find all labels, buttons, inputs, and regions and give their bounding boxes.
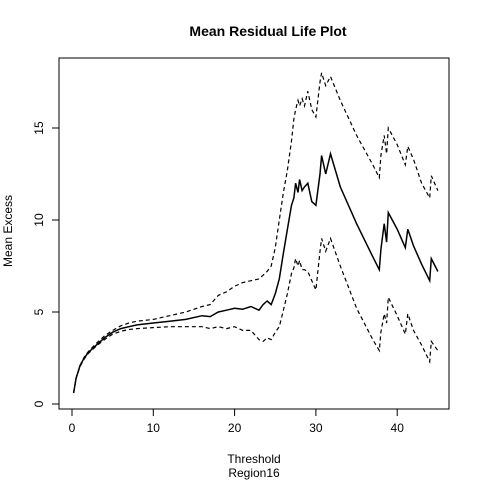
x-tick-label: 10 <box>147 421 161 435</box>
x-axis-ticks: 0 10 20 30 40 <box>69 409 405 435</box>
x-tick-label: 40 <box>391 421 405 435</box>
chart-title: Mean Residual Life Plot <box>189 23 346 39</box>
series-layer <box>72 72 439 394</box>
upper-confidence-line <box>73 72 439 394</box>
x-axis-label: Threshold <box>227 452 280 466</box>
y-axis-ticks: 0 5 10 15 <box>32 121 59 407</box>
y-tick-label: 10 <box>32 213 46 227</box>
y-tick-label: 0 <box>32 400 46 407</box>
x-axis-sublabel: Region16 <box>228 466 280 480</box>
y-tick-label: 5 <box>32 308 46 315</box>
plot-frame <box>58 57 450 410</box>
x-tick-label: 30 <box>309 421 323 435</box>
x-tick-label: 0 <box>69 421 76 435</box>
x-tick-label: 20 <box>228 421 242 435</box>
mean-excess-line <box>72 150 439 394</box>
y-axis-label: Mean Excess <box>1 195 15 267</box>
y-tick-label: 15 <box>32 121 46 135</box>
lower-confidence-line <box>73 236 439 394</box>
